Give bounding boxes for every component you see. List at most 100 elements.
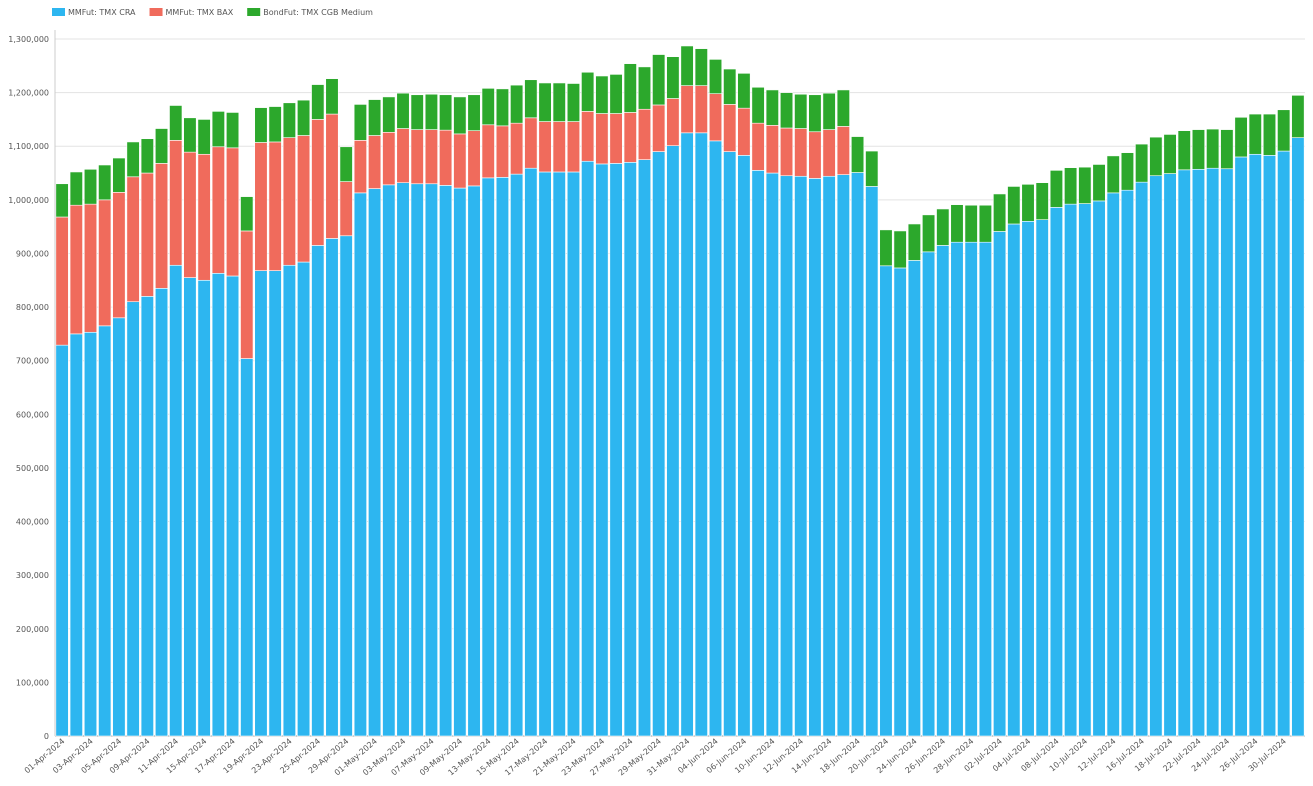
bar-segment xyxy=(240,358,254,737)
bar-segment xyxy=(1092,164,1106,202)
bar-segment xyxy=(268,141,282,271)
bar-segment xyxy=(794,175,808,737)
bar-segment xyxy=(723,68,737,105)
y-tick-label: 1,300,000 xyxy=(8,35,49,44)
bar-segment xyxy=(893,267,907,737)
bar-segment xyxy=(297,99,311,136)
bar-segment xyxy=(1220,168,1234,737)
bar-segment xyxy=(55,344,69,737)
bar-segment xyxy=(353,104,367,141)
bar-segment xyxy=(723,151,737,737)
bar-segment xyxy=(1035,182,1049,220)
bar-segment xyxy=(396,128,410,183)
bar-segment xyxy=(666,56,680,99)
bar-segment xyxy=(552,171,566,737)
bar-segment xyxy=(808,94,822,133)
bar-segment xyxy=(893,230,907,269)
bar-segment xyxy=(666,98,680,146)
bar-segment xyxy=(1234,116,1248,158)
bar-segment xyxy=(368,135,382,189)
bar-segment xyxy=(197,153,211,281)
bar-segment xyxy=(538,171,552,737)
bar-segment xyxy=(1206,167,1220,737)
y-tick-label: 0 xyxy=(44,732,49,741)
bar-segment xyxy=(268,106,282,143)
y-tick-label: 500,000 xyxy=(16,464,49,473)
bar-segment xyxy=(1092,200,1106,737)
bar-segment xyxy=(140,138,154,174)
bar-segment xyxy=(524,79,538,119)
bar-segment xyxy=(439,94,453,131)
bar-segment xyxy=(410,129,424,185)
bar-segment xyxy=(652,104,666,152)
bar-segment xyxy=(83,203,98,333)
bar-segment xyxy=(382,131,396,186)
bar-segment xyxy=(254,107,268,143)
bar-segment xyxy=(69,333,83,737)
bar-segment xyxy=(637,66,652,110)
bar-segment xyxy=(169,105,183,141)
bar-segment xyxy=(439,129,453,186)
bar-segment xyxy=(922,251,936,737)
bar-segment xyxy=(993,231,1007,737)
bar-segment xyxy=(1035,219,1049,737)
bar-segment xyxy=(140,296,154,737)
bar-segment xyxy=(297,261,311,737)
y-tick-label: 1,100,000 xyxy=(8,142,49,151)
bar-segment xyxy=(282,102,296,138)
bar-segment xyxy=(865,186,879,737)
bar-segment xyxy=(154,163,169,289)
bar-segment xyxy=(623,112,637,163)
bar-segment xyxy=(83,168,98,205)
bar-segment xyxy=(865,150,879,187)
bar-segment xyxy=(424,129,438,185)
bar-segment xyxy=(1163,173,1177,737)
bar-segment xyxy=(1220,129,1234,170)
bar-segment xyxy=(467,94,481,131)
bar-segment xyxy=(694,85,708,134)
bar-segment xyxy=(779,127,794,177)
bar-segment xyxy=(481,88,495,126)
bar-segment xyxy=(936,245,950,737)
bar-segment xyxy=(680,45,694,86)
bar-segment xyxy=(467,130,481,187)
bar-segment xyxy=(1120,152,1134,191)
bar-segment xyxy=(1049,170,1063,208)
bar-segment xyxy=(524,167,538,737)
bar-segment xyxy=(126,141,140,178)
bar-segment xyxy=(524,117,538,169)
bar-segment xyxy=(1007,186,1021,225)
bar-segment xyxy=(1248,113,1262,155)
legend-swatch xyxy=(149,8,163,16)
bar-segment xyxy=(1177,130,1191,171)
bar-segment xyxy=(1135,181,1149,737)
bar-segment xyxy=(396,182,410,737)
bar-segment xyxy=(581,111,595,162)
bar-segment xyxy=(439,185,453,737)
bar-segment xyxy=(779,175,794,737)
bar-segment xyxy=(1064,167,1078,205)
bar-segment xyxy=(382,96,396,133)
bar-segment xyxy=(183,117,197,153)
bar-segment xyxy=(368,188,382,737)
bar-segment xyxy=(765,172,779,737)
bar-segment xyxy=(495,88,509,127)
bar-segment xyxy=(609,74,623,114)
bar-segment xyxy=(936,208,950,246)
y-tick-label: 700,000 xyxy=(16,357,49,366)
bar-segment xyxy=(765,89,779,126)
bar-segment xyxy=(424,183,438,737)
bar-segment xyxy=(851,172,865,737)
bar-segment xyxy=(978,241,992,737)
bar-segment xyxy=(751,86,765,124)
bar-segment xyxy=(311,84,325,120)
bar-segment xyxy=(1248,153,1262,737)
bar-segment xyxy=(211,146,225,274)
bar-segment xyxy=(978,204,992,243)
bar-segment xyxy=(495,177,509,737)
bar-segment xyxy=(126,176,140,303)
bar-segment xyxy=(226,112,240,149)
bar-segment xyxy=(1064,203,1078,737)
y-tick-label: 900,000 xyxy=(16,249,49,258)
